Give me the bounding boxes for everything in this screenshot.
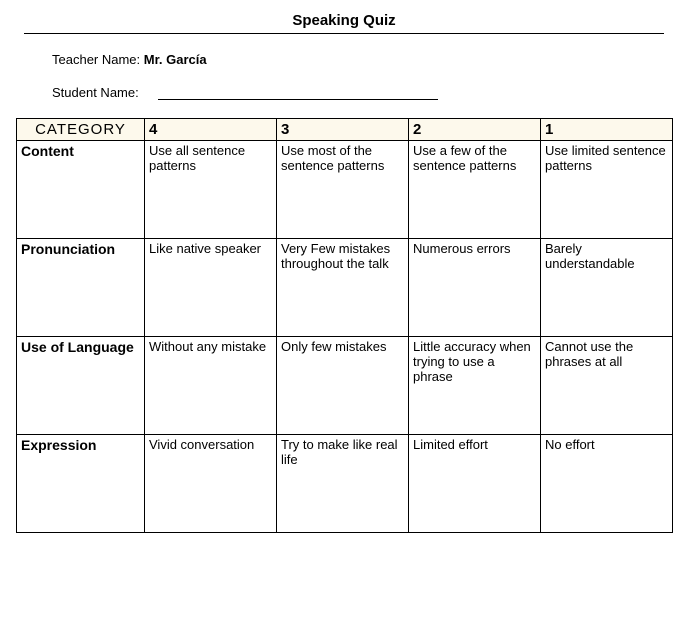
cell: Use all sentence patterns: [145, 141, 277, 239]
cell: Limited effort: [409, 435, 541, 533]
row-label: Use of Language: [17, 337, 145, 435]
header-score-2: 2: [409, 119, 541, 141]
cell: No effort: [541, 435, 673, 533]
teacher-label: Teacher Name:: [52, 52, 144, 67]
table-row: Content Use all sentence patterns Use mo…: [17, 141, 673, 239]
title-underline: [24, 33, 664, 34]
header-score-1: 1: [541, 119, 673, 141]
cell: Use a few of the sentence patterns: [409, 141, 541, 239]
table-row: Expression Vivid conversation Try to mak…: [17, 435, 673, 533]
cell: Without any mistake: [145, 337, 277, 435]
student-row: Student Name:: [52, 85, 676, 100]
cell: Use limited sentence patterns: [541, 141, 673, 239]
cell: Numerous errors: [409, 239, 541, 337]
cell: Barely understandable: [541, 239, 673, 337]
cell: Little accuracy when trying to use a phr…: [409, 337, 541, 435]
header-score-3: 3: [277, 119, 409, 141]
teacher-name: Mr. García: [144, 52, 207, 67]
row-label: Content: [17, 141, 145, 239]
student-name-blank[interactable]: [158, 99, 438, 100]
cell: Very Few mistakes throughout the talk: [277, 239, 409, 337]
cell: Vivid conversation: [145, 435, 277, 533]
table-row: Pronunciation Like native speaker Very F…: [17, 239, 673, 337]
cell: Cannot use the phrases at all: [541, 337, 673, 435]
table-header-row: CATEGORY 4 3 2 1: [17, 119, 673, 141]
cell: Only few mistakes: [277, 337, 409, 435]
teacher-row: Teacher Name: Mr. García: [52, 52, 676, 67]
row-label: Expression: [17, 435, 145, 533]
cell: Try to make like real life: [277, 435, 409, 533]
table-row: Use of Language Without any mistake Only…: [17, 337, 673, 435]
row-label: Pronunciation: [17, 239, 145, 337]
header-category: CATEGORY: [17, 119, 145, 141]
cell: Use most of the sentence patterns: [277, 141, 409, 239]
student-label: Student Name:: [52, 85, 139, 100]
header-score-4: 4: [145, 119, 277, 141]
rubric-table: CATEGORY 4 3 2 1 Content Use all sentenc…: [16, 118, 673, 533]
cell: Like native speaker: [145, 239, 277, 337]
page-title: Speaking Quiz: [162, 12, 526, 29]
